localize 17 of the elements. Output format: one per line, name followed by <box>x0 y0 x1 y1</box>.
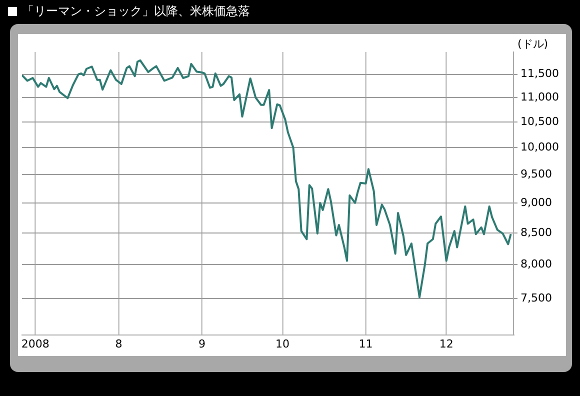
y-tick-label: 10,000 <box>520 140 560 154</box>
x-tick-label: 11 <box>358 337 373 350</box>
y-tick-label: 9,500 <box>520 167 552 180</box>
y-tick-label: 8,500 <box>520 226 552 239</box>
y-tick-label: 10,500 <box>520 114 560 128</box>
y-axis-title: (ドル) <box>518 37 548 50</box>
x-tick-label: 2008 <box>21 337 50 350</box>
x-tick-label: 10 <box>276 337 290 350</box>
y-tick-label: 8,000 <box>520 258 552 271</box>
y-tick-label: 9,000 <box>520 196 552 209</box>
x-tick-label: 8 <box>115 337 122 350</box>
y-tick-label: 11,000 <box>520 90 560 104</box>
x-tick-label: 12 <box>439 337 454 350</box>
y-tick-label: 11,500 <box>520 67 560 80</box>
x-tick-label: 9 <box>198 337 206 350</box>
chart-title: 「リーマン・ショック」以降、米株価急落 <box>22 3 250 20</box>
y-tick-label: 7,500 <box>520 291 552 304</box>
